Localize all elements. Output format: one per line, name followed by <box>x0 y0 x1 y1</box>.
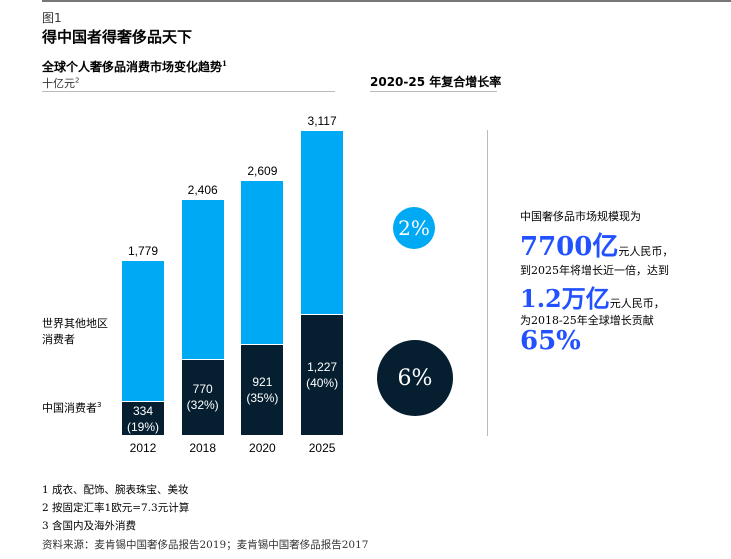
chart-title: 全球个人奢侈品消费市场变化趋势1 <box>42 58 227 75</box>
callout-line3: 为2018-25年全球增长贡献 <box>520 314 654 327</box>
bar-china-value-label: 921 <box>252 375 273 390</box>
legend-china: 中国消费者3 <box>42 397 101 417</box>
bar-segment-rest-of-world <box>241 180 284 345</box>
x-tick-label: 2012 <box>129 441 157 455</box>
bar-china-share-label: (40%) <box>306 376 339 391</box>
cagr-rest-of-world-circle: 2% <box>393 207 435 249</box>
bar-total-label: 1,779 <box>127 244 159 259</box>
callout-big2: 1.2万亿 <box>520 284 610 313</box>
cagr-title: 2020-25 年复合增长率 <box>370 75 502 89</box>
callout-line1: 中国奢侈品市场规模现为 <box>520 210 641 223</box>
legend-rest-of-world: 世界其他地区消费者 <box>42 317 108 346</box>
divider <box>370 91 497 92</box>
x-tick-label: 2018 <box>189 441 217 455</box>
callout-line2: 到2025年将增长近一倍，达到 <box>520 264 669 277</box>
callout-row1: 7700亿元人民币， <box>520 226 673 263</box>
footnote-2: 2 按固定汇率1欧元=7.3元计算 <box>42 502 190 514</box>
bar-segment-china <box>181 359 224 435</box>
bar-total-label: 2,406 <box>187 183 218 198</box>
callout-unit2: 元人民币， <box>609 297 665 310</box>
bar-china-value-label: 334 <box>132 403 154 418</box>
callout-unit1: 元人民币， <box>618 245 674 258</box>
divider <box>42 91 335 92</box>
bar-china-value-label: 1,227 <box>307 360 338 375</box>
divider-vertical <box>487 130 488 436</box>
cagr-china-circle: 6% <box>377 340 453 416</box>
bar-china-share-label: (19%) <box>126 419 159 434</box>
unit-text: 十亿元 <box>42 77 75 90</box>
top-rule <box>42 0 731 2</box>
footnote-3: 3 含国内及海外消费 <box>42 520 137 532</box>
x-tick-label: 2025 <box>308 441 336 455</box>
source-note: 资料来源：麦肯锡中国奢侈品报告2019；麦肯锡中国奢侈品报告2017 <box>42 539 369 551</box>
bar-segment-china <box>301 315 344 435</box>
chart-title-text: 全球个人奢侈品消费市场变化趋势 <box>42 60 223 74</box>
footnote-ref: 1 <box>222 59 227 68</box>
x-tick-label: 2020 <box>249 441 276 455</box>
callout-big3: 65% <box>520 326 581 356</box>
bar-segment-rest-of-world <box>181 200 224 359</box>
bar-china-value-label: 770 <box>192 382 213 397</box>
bar-segment-china <box>122 402 164 435</box>
callout-row2: 1.2万亿元人民币， <box>520 279 665 314</box>
footnote-1: 1 成衣、配饰、腕表珠宝、美妆 <box>42 484 189 496</box>
callout-big1: 7700亿 <box>520 232 619 262</box>
page-title: 得中国者得奢侈品天下 <box>42 28 193 46</box>
bar-total-label: 3,117 <box>307 114 337 128</box>
legend-china-text: 中国消费者 <box>42 401 97 415</box>
callout-row3: 65% <box>520 326 581 356</box>
bar-segment-rest-of-world <box>122 261 164 402</box>
y-unit: 十亿元2 <box>42 75 79 91</box>
bar-segment-china <box>241 345 284 435</box>
bar-total-label: 2,609 <box>247 163 278 178</box>
footnote-ref: 3 <box>97 401 102 409</box>
bar-segment-rest-of-world <box>301 131 344 315</box>
footnote-ref: 2 <box>75 76 80 85</box>
bar-china-share-label: (35%) <box>246 391 279 406</box>
figure-label: 图1 <box>42 11 62 25</box>
bar-china-share-label: (32%) <box>186 398 219 413</box>
